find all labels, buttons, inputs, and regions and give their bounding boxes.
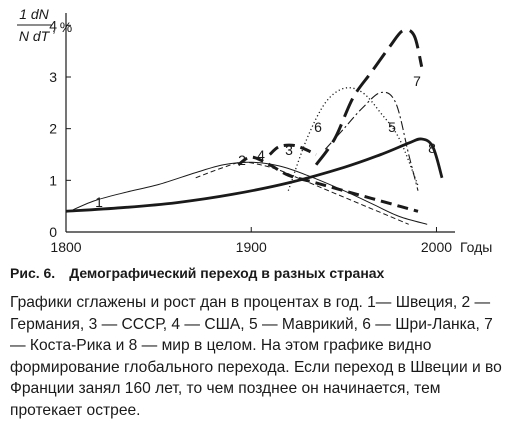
x-tick-label: 2000 (421, 239, 452, 255)
chart-labels: 1 2 3 4 5 6 7 8 (95, 73, 436, 210)
figure-caption-title: Рис. 6. Демографический переход в разных … (10, 265, 384, 281)
x-tick-label: 1900 (236, 239, 267, 255)
series-line-2 (195, 161, 409, 225)
y-axis-label-numerator: 1 dN (19, 6, 49, 22)
figure-title: Демографический переход в разных странах (69, 265, 385, 281)
figure-caption-text: Графики сглажены и рост дан в процентах … (10, 294, 502, 419)
series-line-8 (65, 137, 444, 213)
y-tick-label: 4 (49, 17, 57, 33)
series-label-3: 3 (285, 142, 293, 158)
series-line-3 (268, 143, 317, 156)
y-tick-label: 2 (49, 121, 57, 137)
series-label-5: 5 (388, 119, 396, 135)
x-axis-label: Годы (460, 239, 492, 255)
series-label-2: 2 (238, 152, 246, 168)
demographic-transition-chart: 0 1 2 3 4 1800 1900 2000 Годы 1 dN N dT, % 1 2 3 4 5 6 7… (17, 6, 492, 255)
y-axis-label-denominator: N dT (19, 28, 51, 44)
figure-number: Рис. 6. (10, 265, 56, 281)
x-tick-label: 1800 (50, 239, 81, 255)
y-tick-label: 0 (49, 224, 57, 240)
series-line-5 (324, 91, 419, 191)
y-axis-label-unit: , % (52, 19, 72, 35)
y-tick-label: 1 (49, 172, 57, 188)
chart-axes: 0 1 2 3 4 1800 1900 2000 Годы 1 dN N dT, % (17, 6, 492, 255)
series-label-8: 8 (428, 140, 436, 156)
series-label-4: 4 (257, 147, 265, 163)
chart-series (65, 28, 444, 225)
series-line-7 (314, 28, 424, 166)
series-line-4 (237, 155, 419, 213)
y-tick-label: 3 (49, 69, 57, 85)
series-label-1: 1 (95, 194, 103, 210)
series-line-1 (69, 161, 428, 225)
series-label-6: 6 (314, 119, 322, 135)
series-label-7: 7 (413, 73, 421, 89)
